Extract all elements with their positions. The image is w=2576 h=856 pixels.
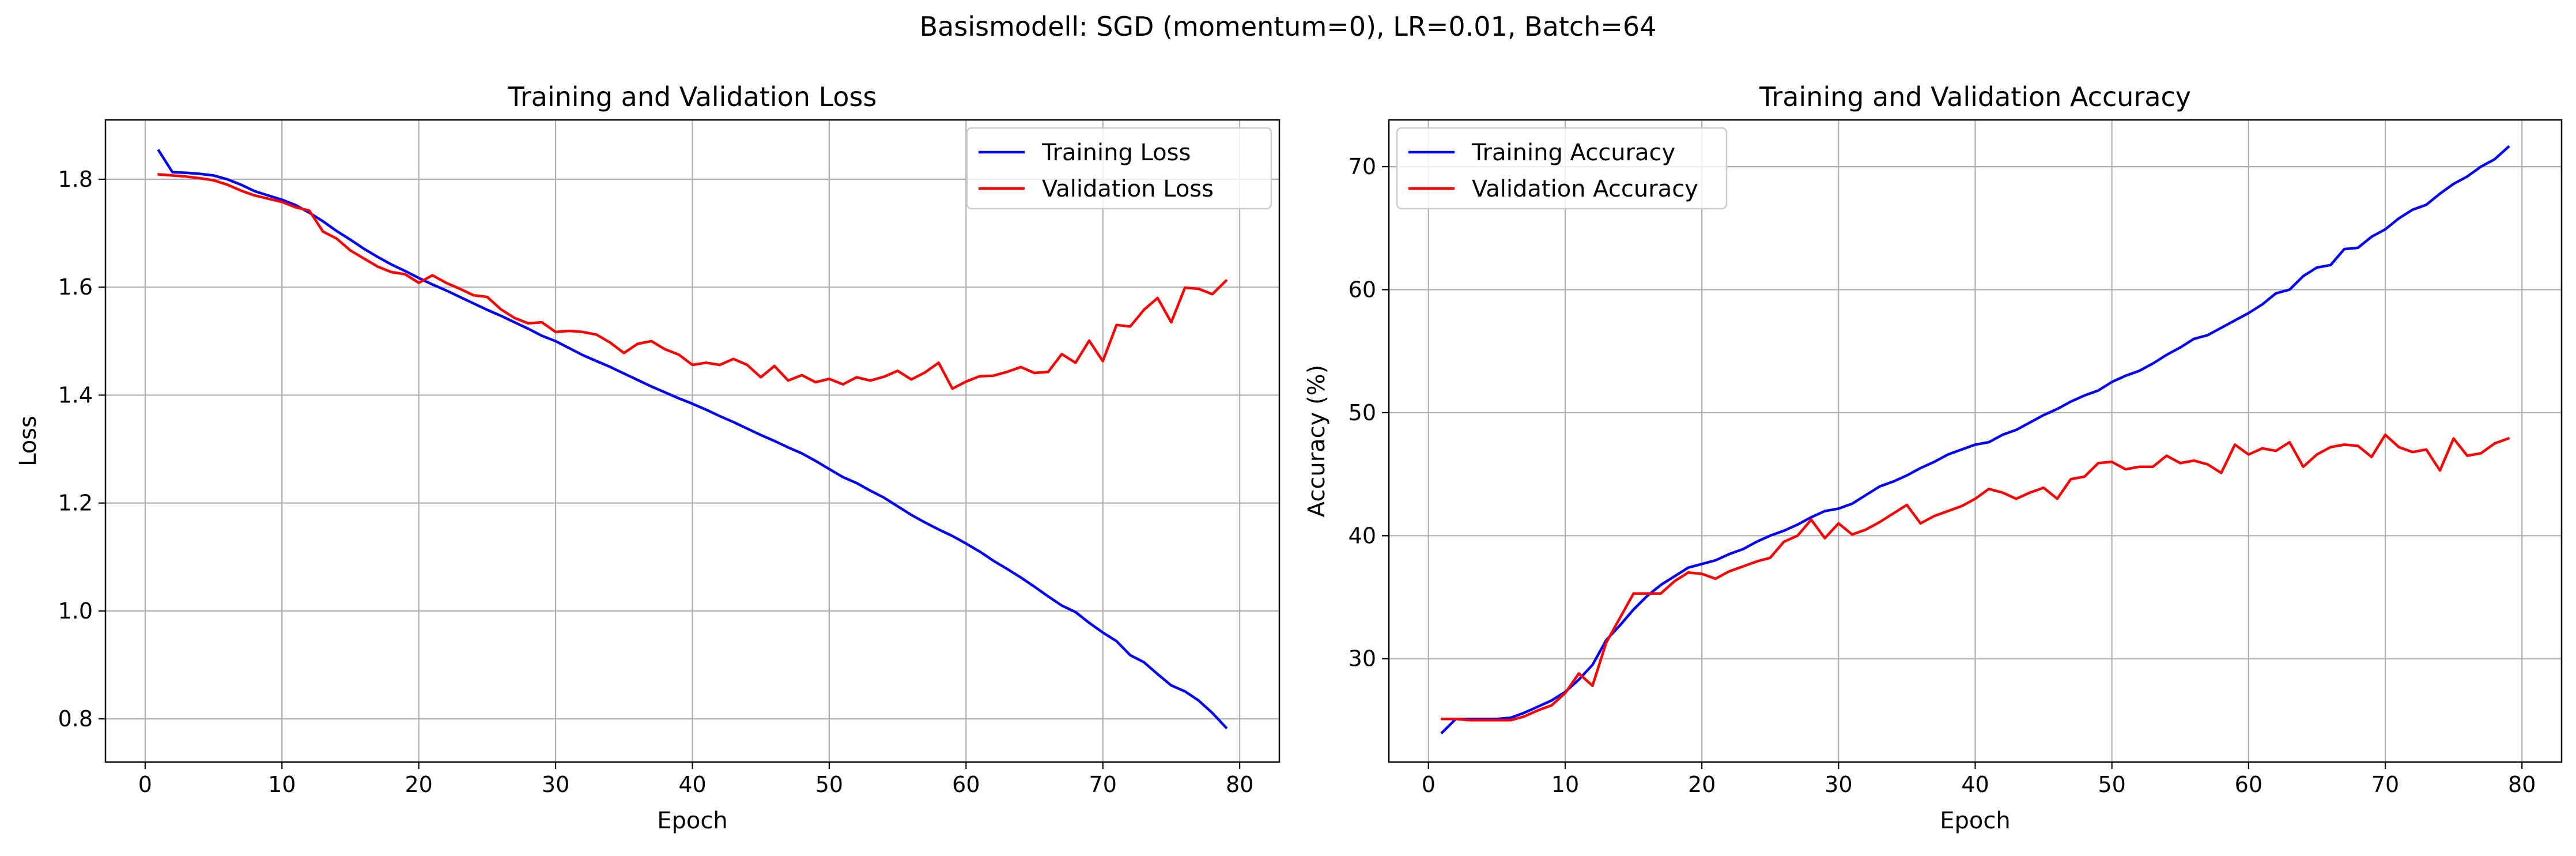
x-tick-label: 10 [268, 772, 296, 797]
legend-box [966, 127, 1272, 210]
x-tick-label: 30 [542, 772, 569, 797]
x-tick-label: 10 [1551, 772, 1579, 797]
y-tick-label: 1.2 [58, 491, 93, 516]
loss-x-axis-label: Epoch [657, 808, 727, 834]
legend-label: Training Loss [1041, 139, 1191, 166]
y-tick-label: 60 [1349, 277, 1376, 303]
accuracy-chart-title: Training and Validation Accuracy [1759, 81, 2191, 112]
x-tick-label: 20 [405, 772, 432, 797]
series-line-validation-loss [157, 173, 1228, 390]
legend-label: Training Accuracy [1471, 139, 1675, 166]
series-line-validation-accuracy [1441, 433, 2510, 722]
loss-chart-panel: 0 10 20 30 40 50 60 70 80 0.8 1.0 1.2 1.4 1.6 1.8 Train… [15, 81, 1281, 834]
accuracy-chart-panel: 0 10 20 30 40 50 60 70 80 30 40 50 60 70 Training and … [1304, 81, 2563, 834]
x-tick-label: 60 [952, 772, 980, 797]
x-tick-label: 70 [1089, 772, 1117, 797]
x-tick-label: 50 [815, 772, 843, 797]
y-tick-label: 0.8 [58, 706, 93, 731]
series-line-training-loss [157, 149, 1228, 730]
series-line-training-accuracy [1440, 145, 2510, 734]
y-tick-label: 1.8 [58, 167, 93, 192]
accuracy-legend: Training Accuracy Validation Accuracy [1396, 127, 1728, 210]
accuracy-x-axis-label: Epoch [1940, 808, 2010, 834]
accuracy-y-axis-label: Accuracy (%) [1304, 365, 1330, 518]
loss-chart-title: Training and Validation Loss [508, 81, 877, 112]
x-tick-label: 60 [2235, 772, 2263, 797]
y-tick-label: 1.4 [58, 382, 93, 408]
y-tick-label: 1.0 [58, 598, 93, 624]
loss-y-axis-label: Loss [15, 416, 41, 466]
legend-label: Validation Loss [1042, 176, 1214, 202]
y-tick-label: 40 [1349, 523, 1376, 548]
x-tick-label: 0 [138, 772, 152, 797]
figure-suptitle: Basismodell: SGD (momentum=0), LR=0.01, … [920, 11, 1657, 42]
y-tick-label: 1.6 [58, 274, 93, 300]
x-tick-label: 0 [1422, 772, 1436, 797]
x-tick-label: 70 [2371, 772, 2399, 797]
y-tick-label: 30 [1349, 646, 1376, 672]
y-tick-label: 50 [1349, 400, 1376, 425]
x-tick-label: 40 [678, 772, 706, 797]
x-tick-label: 20 [1688, 772, 1716, 797]
loss-legend: Training Loss Validation Loss [966, 127, 1272, 210]
x-tick-label: 50 [2098, 772, 2125, 797]
legend-label: Validation Accuracy [1472, 176, 1698, 202]
x-tick-label: 80 [1226, 772, 1253, 797]
y-tick-label: 70 [1349, 154, 1376, 179]
x-tick-label: 30 [1825, 772, 1852, 797]
legend-box [1396, 127, 1728, 210]
x-tick-label: 40 [1961, 772, 1989, 797]
x-tick-label: 80 [2508, 772, 2536, 797]
